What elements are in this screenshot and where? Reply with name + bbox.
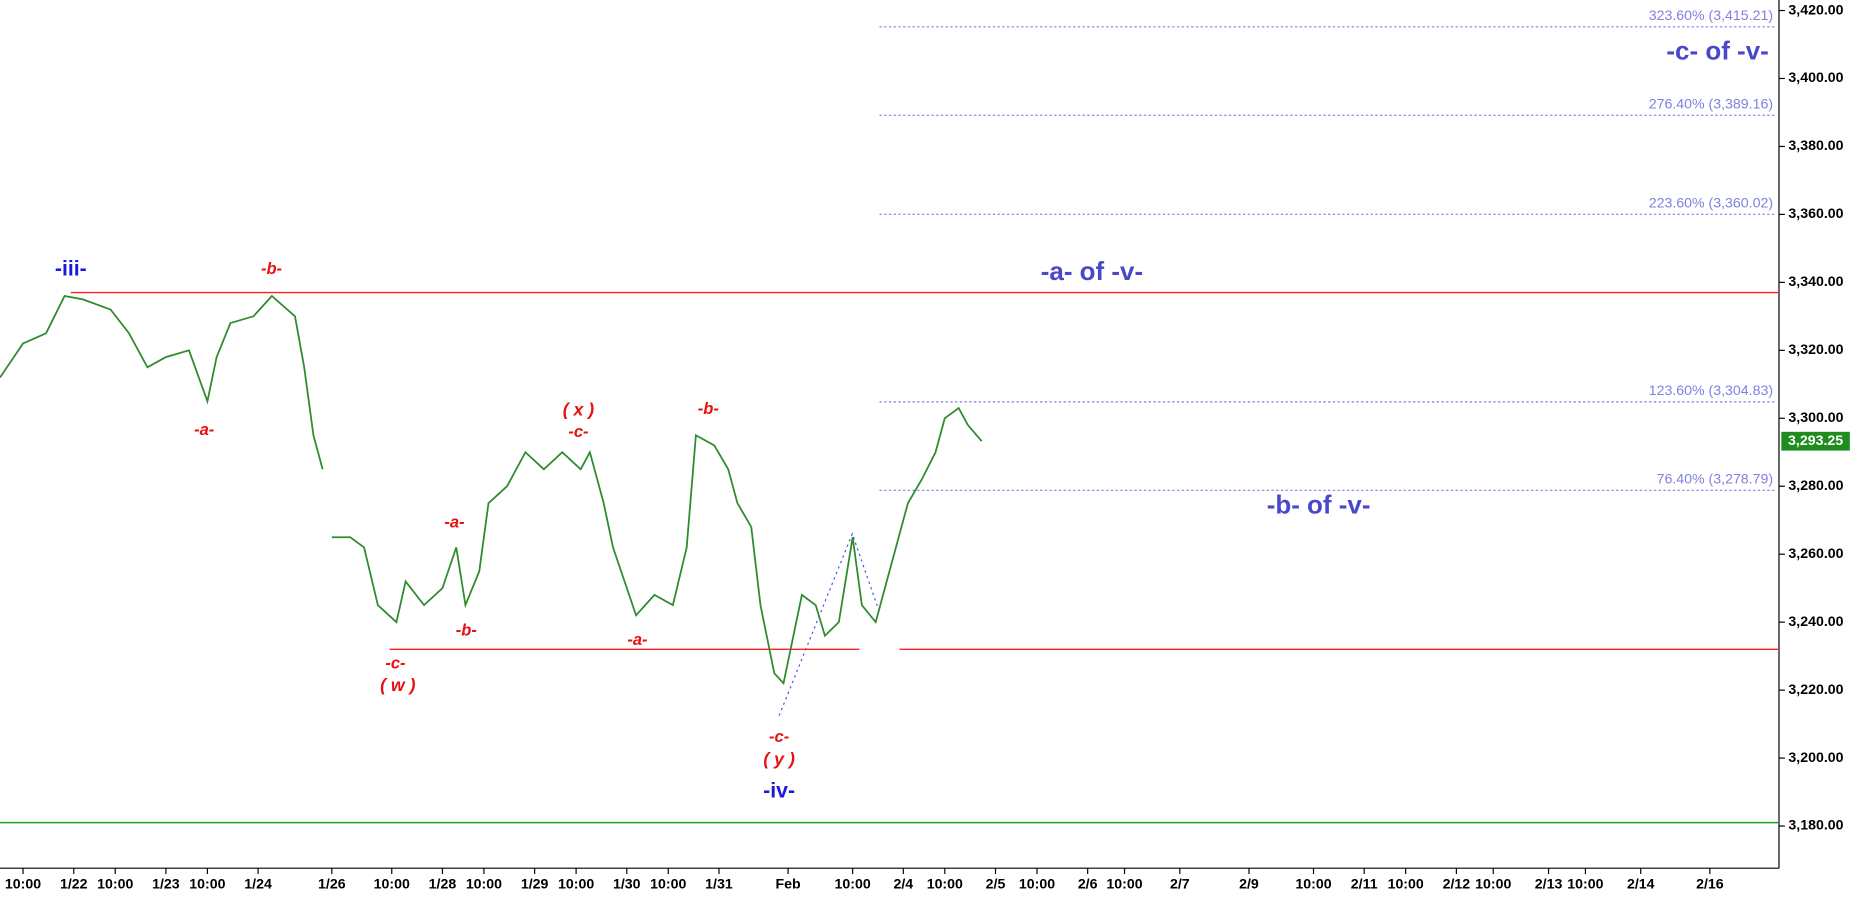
y-tick-label: 3,240.00 xyxy=(1788,613,1843,629)
wave-label: -b- xyxy=(698,400,720,418)
x-tick-label: 10:00 xyxy=(1295,875,1331,891)
y-tick-label: 3,340.00 xyxy=(1788,273,1843,289)
wave-label: -c- of -v- xyxy=(1666,38,1768,66)
y-tick-label: 3,280.00 xyxy=(1788,477,1843,493)
current-price-label: 3,293.25 xyxy=(1788,432,1843,448)
x-tick-label: 10:00 xyxy=(97,875,133,891)
x-tick-label: 10:00 xyxy=(1019,875,1055,891)
x-tick-label: 1/22 xyxy=(60,875,88,891)
wave-label: -a- xyxy=(194,421,215,439)
x-tick-label: 1/23 xyxy=(152,875,180,891)
x-tick-label: 10:00 xyxy=(374,875,410,891)
x-tick-label: 10:00 xyxy=(1106,875,1142,891)
x-tick-label: 2/13 xyxy=(1535,875,1563,891)
x-tick-label: 1/26 xyxy=(318,875,346,891)
x-tick-label: 10:00 xyxy=(1567,875,1603,891)
wave-label: -b- xyxy=(456,622,478,640)
wave-label: -c- xyxy=(769,728,790,746)
wave-label: ( x ) xyxy=(563,399,595,419)
x-tick-label: Feb xyxy=(776,875,802,891)
price-line xyxy=(0,294,983,686)
wave-label: -b- of -v- xyxy=(1267,492,1371,520)
wave-label: -a- of -v- xyxy=(1041,258,1143,286)
wave-label: -b- xyxy=(261,260,283,278)
y-tick-label: 3,300.00 xyxy=(1788,409,1843,425)
wave-label: ( y ) xyxy=(763,749,795,769)
wave-label: -a- xyxy=(627,631,648,649)
y-tick-label: 3,360.00 xyxy=(1788,205,1843,221)
y-tick-label: 3,260.00 xyxy=(1788,545,1843,561)
y-tick-label: 3,420.00 xyxy=(1788,1,1843,17)
wave-label: -c- xyxy=(568,423,589,441)
wave-label: -iv- xyxy=(763,780,795,803)
x-tick-label: 10:00 xyxy=(466,875,502,891)
y-tick-label: 3,400.00 xyxy=(1788,69,1843,85)
x-tick-label: 2/5 xyxy=(986,875,1006,891)
y-tick-label: 3,220.00 xyxy=(1788,681,1843,697)
x-tick-label: 2/7 xyxy=(1170,875,1190,891)
fib-label: 323.60% (3,415.21) xyxy=(1649,7,1773,23)
current-price-box xyxy=(1781,431,1850,451)
x-tick-label: 10:00 xyxy=(650,875,686,891)
y-tick-label: 3,200.00 xyxy=(1788,749,1843,765)
x-tick-label: 1/30 xyxy=(613,875,641,891)
x-tick-label: 10:00 xyxy=(835,875,871,891)
x-tick-label: 2/12 xyxy=(1443,875,1471,891)
x-tick-label: 1/31 xyxy=(705,875,733,891)
x-tick-label: 1/28 xyxy=(429,875,457,891)
x-tick-label: 10:00 xyxy=(558,875,594,891)
x-tick-label: 10:00 xyxy=(1388,875,1424,891)
x-tick-label: 2/16 xyxy=(1696,875,1724,891)
x-tick-label: 10:00 xyxy=(927,875,963,891)
fib-label: 76.40% (3,278.79) xyxy=(1657,471,1773,487)
x-tick-label: 2/11 xyxy=(1351,875,1378,891)
y-tick-label: 3,320.00 xyxy=(1788,341,1843,357)
fib-label: 123.60% (3,304.83) xyxy=(1649,382,1773,398)
y-tick-label: 3,180.00 xyxy=(1788,817,1843,833)
wave-label: -iii- xyxy=(55,257,87,280)
wave-guide xyxy=(778,532,881,716)
x-tick-label: 1/29 xyxy=(521,875,549,891)
x-tick-label: 2/9 xyxy=(1239,875,1259,891)
x-tick-label: 2/14 xyxy=(1627,875,1655,891)
fib-label: 223.60% (3,360.02) xyxy=(1649,195,1773,211)
wave-label: -c- xyxy=(385,654,406,672)
y-tick-label: 3,380.00 xyxy=(1788,137,1843,153)
fib-label: 276.40% (3,389.16) xyxy=(1649,96,1773,112)
x-tick-label: 2/4 xyxy=(893,875,913,891)
x-tick-label: 10:00 xyxy=(5,875,41,891)
wave-label: ( w ) xyxy=(380,675,416,695)
wave-label: -a- xyxy=(444,514,465,532)
x-tick-label: 2/6 xyxy=(1078,875,1098,891)
x-tick-label: 10:00 xyxy=(189,875,225,891)
x-tick-label: 10:00 xyxy=(1475,875,1511,891)
x-tick-label: 1/24 xyxy=(244,875,272,891)
